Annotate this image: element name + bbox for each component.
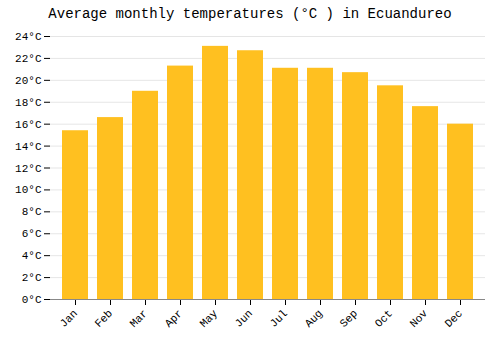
svg-text:10°C: 10°C <box>15 184 42 196</box>
svg-text:8°C: 8°C <box>22 206 42 218</box>
svg-text:May: May <box>198 307 221 330</box>
svg-text:18°C: 18°C <box>15 97 42 109</box>
svg-text:6°C: 6°C <box>22 228 42 240</box>
svg-text:0°C: 0°C <box>22 294 42 306</box>
svg-text:Feb: Feb <box>93 307 115 329</box>
svg-text:20°C: 20°C <box>15 75 42 87</box>
svg-text:Oct: Oct <box>373 307 395 329</box>
svg-text:24°C: 24°C <box>15 31 42 43</box>
svg-text:Apr: Apr <box>163 307 185 329</box>
svg-text:12°C: 12°C <box>15 163 42 175</box>
svg-text:Mar: Mar <box>128 307 150 329</box>
svg-text:Jun: Jun <box>233 307 255 329</box>
svg-text:Jan: Jan <box>58 307 80 329</box>
svg-text:2°C: 2°C <box>22 272 42 284</box>
svg-text:4°C: 4°C <box>22 250 42 262</box>
svg-text:16°C: 16°C <box>15 119 42 131</box>
svg-text:Jul: Jul <box>268 307 290 329</box>
svg-text:Dec: Dec <box>443 307 465 329</box>
svg-text:Aug: Aug <box>303 307 325 329</box>
svg-text:14°C: 14°C <box>15 141 42 153</box>
html-text:Average monthly temperatures (: Average monthly temperatures (°C ) in Ec… <box>48 6 452 22</box>
svg-text:Nov: Nov <box>408 307 431 330</box>
svg-text:Sep: Sep <box>338 307 360 329</box>
svg-text:22°C: 22°C <box>15 53 42 65</box>
